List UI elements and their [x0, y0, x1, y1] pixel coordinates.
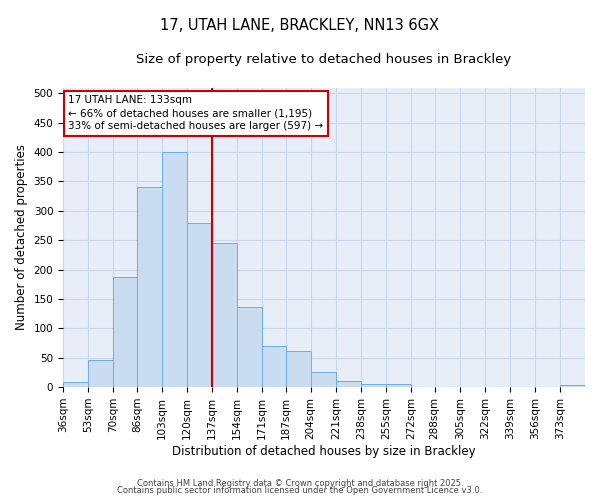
X-axis label: Distribution of detached houses by size in Brackley: Distribution of detached houses by size …	[172, 444, 476, 458]
Text: Contains public sector information licensed under the Open Government Licence v3: Contains public sector information licen…	[118, 486, 482, 495]
Bar	[162, 152, 187, 387]
Bar	[560, 384, 585, 387]
Text: 17, UTAH LANE, BRACKLEY, NN13 6GX: 17, UTAH LANE, BRACKLEY, NN13 6GX	[161, 18, 439, 32]
Bar	[137, 188, 162, 387]
Bar	[187, 222, 212, 387]
Bar	[63, 382, 88, 387]
Bar	[336, 380, 361, 387]
Bar	[286, 350, 311, 387]
Bar	[212, 242, 237, 387]
Bar	[113, 276, 137, 387]
Text: 17 UTAH LANE: 133sqm
← 66% of detached houses are smaller (1,195)
33% of semi-de: 17 UTAH LANE: 133sqm ← 66% of detached h…	[68, 95, 323, 132]
Bar	[237, 307, 262, 387]
Title: Size of property relative to detached houses in Brackley: Size of property relative to detached ho…	[136, 52, 512, 66]
Bar	[88, 360, 113, 387]
Bar	[311, 372, 336, 387]
Y-axis label: Number of detached properties: Number of detached properties	[15, 144, 28, 330]
Bar	[386, 384, 411, 387]
Text: Contains HM Land Registry data © Crown copyright and database right 2025.: Contains HM Land Registry data © Crown c…	[137, 478, 463, 488]
Bar	[361, 384, 386, 387]
Bar	[262, 346, 286, 387]
